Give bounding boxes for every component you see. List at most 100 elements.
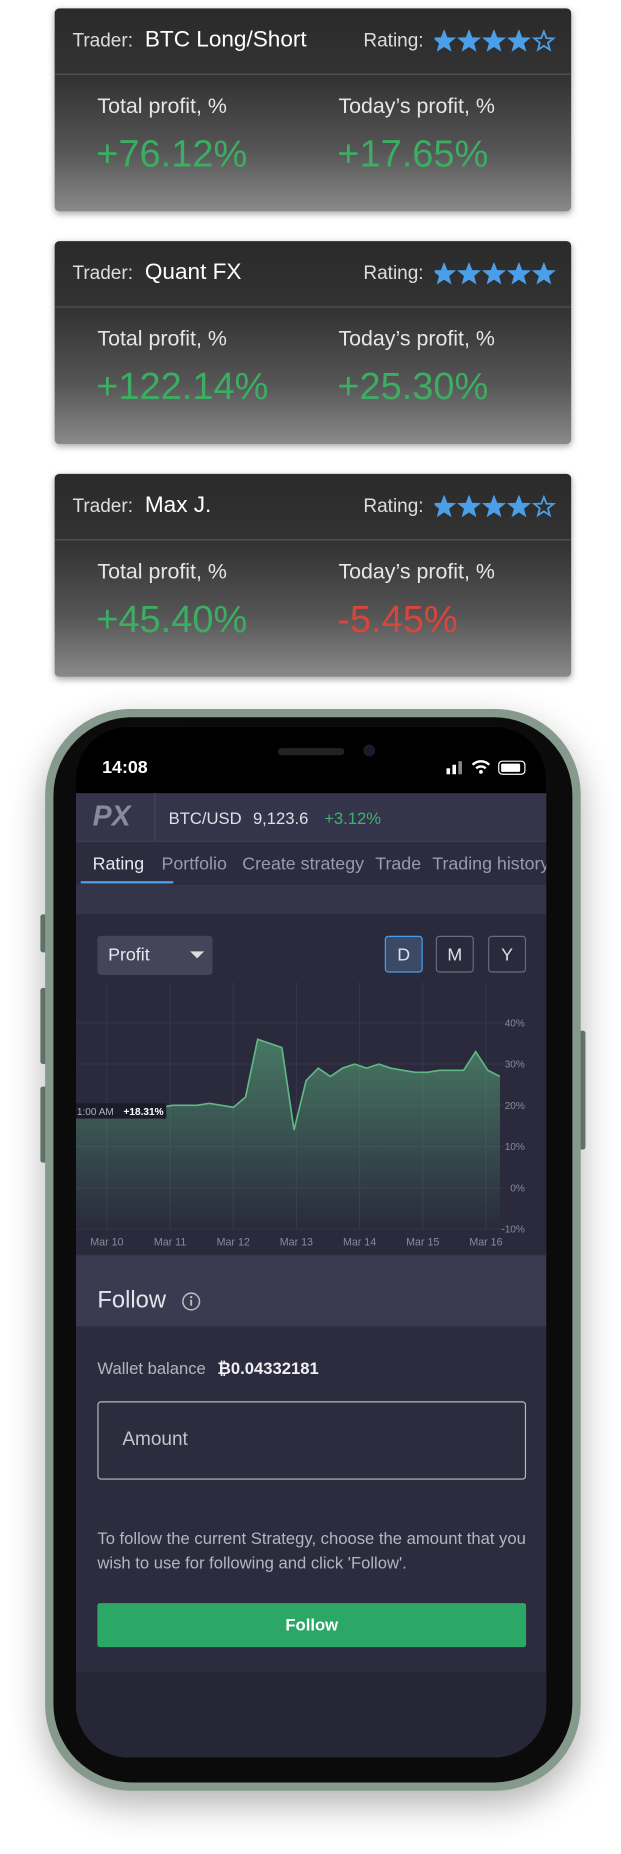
divider (154, 793, 156, 841)
trader-card: Trader: Max J. Rating: Total profit, % Today… (54, 473, 572, 677)
tab[interactable]: Trade (375, 853, 422, 874)
star (531, 262, 556, 285)
card-header (54, 8, 572, 75)
tab[interactable]: Create strategy (242, 853, 365, 874)
period-button[interactable]: D (384, 935, 423, 973)
dropdown-arrow (190, 951, 205, 959)
x-tick-label: Mar 13 (280, 1237, 313, 1249)
star (506, 495, 531, 518)
tab-underline (80, 881, 174, 884)
today-label: Today’s profit, % (338, 559, 495, 584)
wallet-value: ₿0.04332181 (217, 1358, 319, 1378)
period-button[interactable]: M (435, 935, 474, 973)
today-profit: +17.65% (337, 131, 489, 175)
logo: PX (92, 800, 131, 833)
trader-label: Trader: (72, 496, 133, 517)
star (531, 29, 556, 52)
bottom-band (76, 1672, 547, 1758)
y-tick-label: -10% (501, 1225, 525, 1236)
star (434, 29, 457, 52)
trader-label: Trader: (72, 30, 133, 52)
card-header (54, 241, 572, 308)
star (434, 262, 457, 285)
dropdown-label: Profit (108, 945, 150, 966)
rating-label: Rating: (363, 30, 424, 52)
side-button (40, 914, 48, 953)
y-tick-label: 20% (505, 1101, 525, 1112)
status-time: 14:08 (102, 757, 148, 778)
x-tick-label: Mar 11 (154, 1237, 186, 1249)
star (482, 262, 506, 285)
star (457, 262, 482, 285)
status-icons (446, 760, 526, 775)
camera (363, 744, 376, 757)
rating-label: Rating: (363, 263, 424, 284)
star (457, 29, 482, 52)
tooltip-value: +18.31% (124, 1107, 164, 1118)
top-bar (76, 793, 547, 842)
tab[interactable]: Portfolio (161, 853, 227, 874)
period-button[interactable]: Y (488, 935, 527, 973)
side-button (578, 1030, 586, 1150)
trader-name: BTC Long/Short (144, 27, 307, 53)
rating-label: Rating: (363, 496, 424, 517)
total-profit: +76.12% (96, 131, 248, 175)
dropdown[interactable]: Profit (97, 935, 213, 975)
star (482, 29, 506, 52)
star (457, 495, 482, 518)
trader-label: Trader: (72, 263, 133, 284)
follow-title: Follow (97, 1287, 167, 1314)
follow-note: To follow the current Strategy, choose t… (97, 1528, 526, 1573)
trader-name: Quant FX (144, 260, 242, 285)
screen: 14:08 PX BTC/USD 9,123.6 +3.12% Rating Po… (76, 726, 547, 1758)
x-tick-label: Mar 10 (90, 1237, 123, 1249)
rating-stars (434, 262, 556, 285)
star (506, 262, 531, 285)
today-profit: +25.30% (337, 364, 489, 408)
y-tick-label: 0% (510, 1183, 525, 1194)
pair: BTC/USD (168, 808, 242, 828)
amount-input[interactable]: Amount (97, 1401, 527, 1480)
y-tick-label: 30% (505, 1060, 525, 1071)
trader-name: Max J. (144, 492, 212, 518)
rating-stars (434, 495, 556, 518)
price-change: +3.12% (324, 808, 382, 828)
speaker (277, 748, 345, 756)
today-label: Today’s profit, % (338, 326, 495, 351)
total-profit: +45.40% (96, 597, 248, 641)
y-tick-label: 10% (505, 1142, 525, 1153)
amount-placeholder: Amount (122, 1429, 188, 1450)
x-tick-label: Mar 12 (217, 1237, 250, 1249)
tab[interactable]: Trading history (432, 853, 547, 874)
today-profit: -5.45% (337, 597, 458, 641)
rating-stars (434, 29, 556, 52)
total-label: Total profit, % (97, 326, 227, 351)
wallet-label: Wallet balance (97, 1358, 206, 1378)
trader-card: Trader: BTC Long/Short Rating: Total profit… (54, 8, 572, 212)
x-tick-label: Mar 15 (406, 1237, 439, 1249)
trader-card: Trader: Quant FX Rating: Total profit, % Tod… (54, 241, 572, 445)
side-button (40, 988, 48, 1064)
spacer-band (76, 884, 547, 915)
today-label: Today’s profit, % (338, 93, 495, 118)
star (434, 495, 457, 518)
info-icon (182, 1292, 201, 1311)
star (506, 29, 531, 52)
x-tick-label: Mar 14 (343, 1237, 376, 1249)
follow-button[interactable]: Follow (97, 1603, 527, 1648)
card-header (54, 474, 572, 541)
x-tick-label: Mar 16 (469, 1237, 502, 1249)
side-button (40, 1086, 48, 1163)
tooltip-time: , 1:00 AM (76, 1107, 114, 1118)
chart: Mar 10 Mar 11 Mar 12 Mar 13 Mar 14 Mar 15 Mar … (76, 982, 525, 1249)
y-tick-label: 40% (505, 1018, 525, 1029)
star (531, 495, 556, 518)
total-label: Total profit, % (97, 559, 227, 584)
total-profit: +122.14% (96, 364, 269, 408)
area (76, 1039, 500, 1230)
star (482, 495, 506, 518)
tab[interactable]: Rating (92, 853, 145, 874)
follow-header (76, 1255, 547, 1327)
